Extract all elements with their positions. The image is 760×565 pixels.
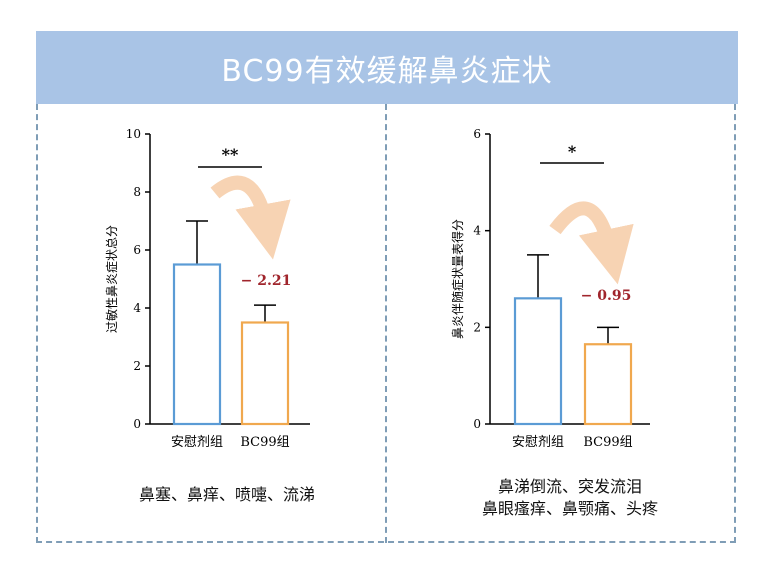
bar-left-0 <box>172 263 222 426</box>
page-title: BC99有效缓解鼻炎症状 <box>36 31 738 104</box>
y-tick-label-right-0: 0 <box>473 417 481 431</box>
symptom-caption-right-line-1: 鼻涕倒流、突发流泪 <box>497 477 642 496</box>
x-tick-label-left-0: 安慰剂组 <box>171 435 223 450</box>
symptom-caption-right-line-2: 鼻眼瘙痒、鼻颚痛、头疼 <box>481 499 658 518</box>
y-tick-label-left-3: 6 <box>133 243 141 257</box>
bar-right-0 <box>513 297 563 426</box>
decrease-arrow-left <box>210 175 291 260</box>
y-axis-label-left: 过敏性鼻炎症状总分 <box>104 225 119 333</box>
panel-divider <box>385 104 387 543</box>
y-tick-label-right-3: 6 <box>473 127 481 141</box>
y-tick-label-left-5: 10 <box>126 127 141 141</box>
bar-left-1 <box>240 321 290 426</box>
y-tick-label-right-2: 4 <box>473 224 481 238</box>
bar-right-1 <box>583 343 633 426</box>
x-tick-label-right-1: BC99组 <box>583 435 632 450</box>
difference-label-right: − 0.95 <box>581 288 632 304</box>
chart-left: 0 2 4 6 8 10 过敏性鼻炎症状总分 安慰剂组 BC99组 ** − 2.21 <box>104 127 310 450</box>
significance-label-right: * <box>568 142 577 161</box>
y-tick-label-left-0: 0 <box>133 417 141 431</box>
chart-right: 0 2 4 6 鼻炎伴随症状量表得分 安慰剂组 BC99组 * − 0.95 <box>450 127 650 450</box>
y-axis-label-right: 鼻炎伴随症状量表得分 <box>450 219 465 339</box>
significance-label-left: ** <box>222 145 239 164</box>
x-tick-label-left-1: BC99组 <box>240 435 289 450</box>
y-tick-label-right-1: 2 <box>473 320 481 334</box>
symptom-caption-left: 鼻塞、鼻痒、喷嚏、流涕 <box>138 485 315 504</box>
y-tick-label-left-1: 2 <box>133 359 141 373</box>
difference-label-left: − 2.21 <box>241 273 292 289</box>
y-tick-label-left-4: 8 <box>133 185 141 199</box>
symptom-caption-right: 鼻涕倒流、突发流泪 鼻眼瘙痒、鼻颚痛、头疼 <box>440 476 700 520</box>
x-tick-label-right-0: 安慰剂组 <box>512 435 564 450</box>
decrease-arrow-right <box>549 201 634 285</box>
y-tick-label-left-2: 4 <box>133 301 141 315</box>
